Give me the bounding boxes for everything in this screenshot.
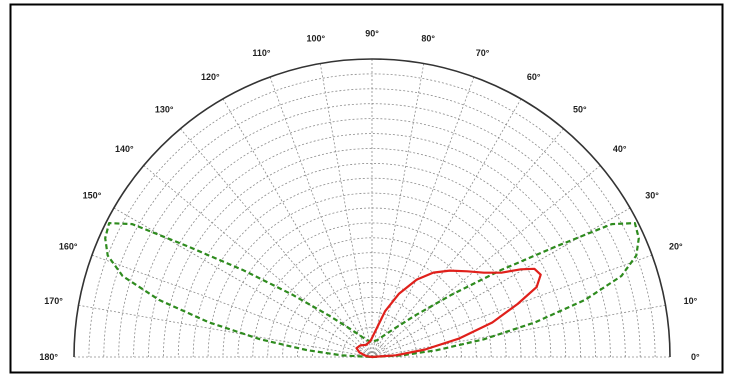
grid-ring bbox=[341, 326, 403, 358]
grid-spoke bbox=[371, 165, 601, 358]
angle-tick-label: 140° bbox=[115, 144, 134, 154]
angle-tick-label: 50° bbox=[573, 104, 587, 114]
angle-tick-label: 60° bbox=[527, 72, 541, 82]
angle-tick-label: 170° bbox=[44, 296, 63, 306]
grid-spoke bbox=[222, 98, 373, 358]
angle-tick-label: 110° bbox=[252, 48, 271, 58]
angle-tick-label: 20° bbox=[669, 241, 683, 251]
grid-spoke bbox=[371, 63, 425, 358]
plot-border bbox=[9, 3, 724, 374]
grid-spoke bbox=[269, 76, 373, 358]
angle-tick-label: 80° bbox=[421, 34, 435, 44]
series-line-2 bbox=[355, 267, 542, 359]
series-line-1 bbox=[104, 222, 640, 359]
grid-ring bbox=[192, 177, 552, 358]
grid-spoke bbox=[78, 304, 373, 358]
angle-tick-label: 180° bbox=[39, 352, 58, 362]
grid-ring bbox=[312, 297, 432, 358]
grid-ring bbox=[207, 192, 537, 358]
grid-spoke bbox=[371, 304, 666, 358]
angle-tick-label: 100° bbox=[307, 34, 326, 44]
grid-spoke bbox=[180, 128, 373, 358]
grid-ring bbox=[237, 222, 507, 358]
grid-ring bbox=[163, 148, 581, 358]
angle-tick-label: 30° bbox=[645, 190, 659, 200]
grid-ring bbox=[133, 118, 611, 358]
grid-spoke bbox=[91, 254, 373, 358]
angle-tick-label: 10° bbox=[684, 296, 698, 306]
series-layer bbox=[104, 222, 640, 359]
grid-ring bbox=[88, 73, 656, 358]
angle-tick-label: 40° bbox=[613, 144, 627, 154]
grid-spoke bbox=[371, 254, 653, 358]
outer-arc bbox=[73, 58, 671, 358]
angle-tick-label: 70° bbox=[476, 48, 490, 58]
grid-ring bbox=[252, 237, 492, 358]
angle-tick-label: 130° bbox=[155, 104, 174, 114]
angle-tick-label: 90° bbox=[365, 29, 379, 39]
grid-spoke bbox=[371, 207, 631, 358]
grid-spoke bbox=[143, 165, 373, 358]
grid-spoke bbox=[371, 98, 522, 358]
grid-ring bbox=[297, 282, 447, 358]
grid-ring bbox=[267, 252, 477, 358]
grid-ring bbox=[148, 133, 596, 358]
angle-tick-label: 120° bbox=[201, 72, 220, 82]
outer-arc-line bbox=[73, 58, 671, 358]
grid-spoke bbox=[371, 128, 564, 358]
angle-tick-label: 0° bbox=[691, 352, 700, 362]
angle-tick-label: 160° bbox=[59, 241, 78, 251]
grid-spoke bbox=[371, 76, 475, 358]
angle-ticks: 0° 10° 20° 30° 40° 50° 60° 70° 80° 90° 100° 110° 120… bbox=[39, 29, 700, 362]
angle-tick-label: 150° bbox=[83, 190, 102, 200]
grid-spoke bbox=[319, 63, 373, 358]
grid-ring bbox=[326, 311, 418, 358]
